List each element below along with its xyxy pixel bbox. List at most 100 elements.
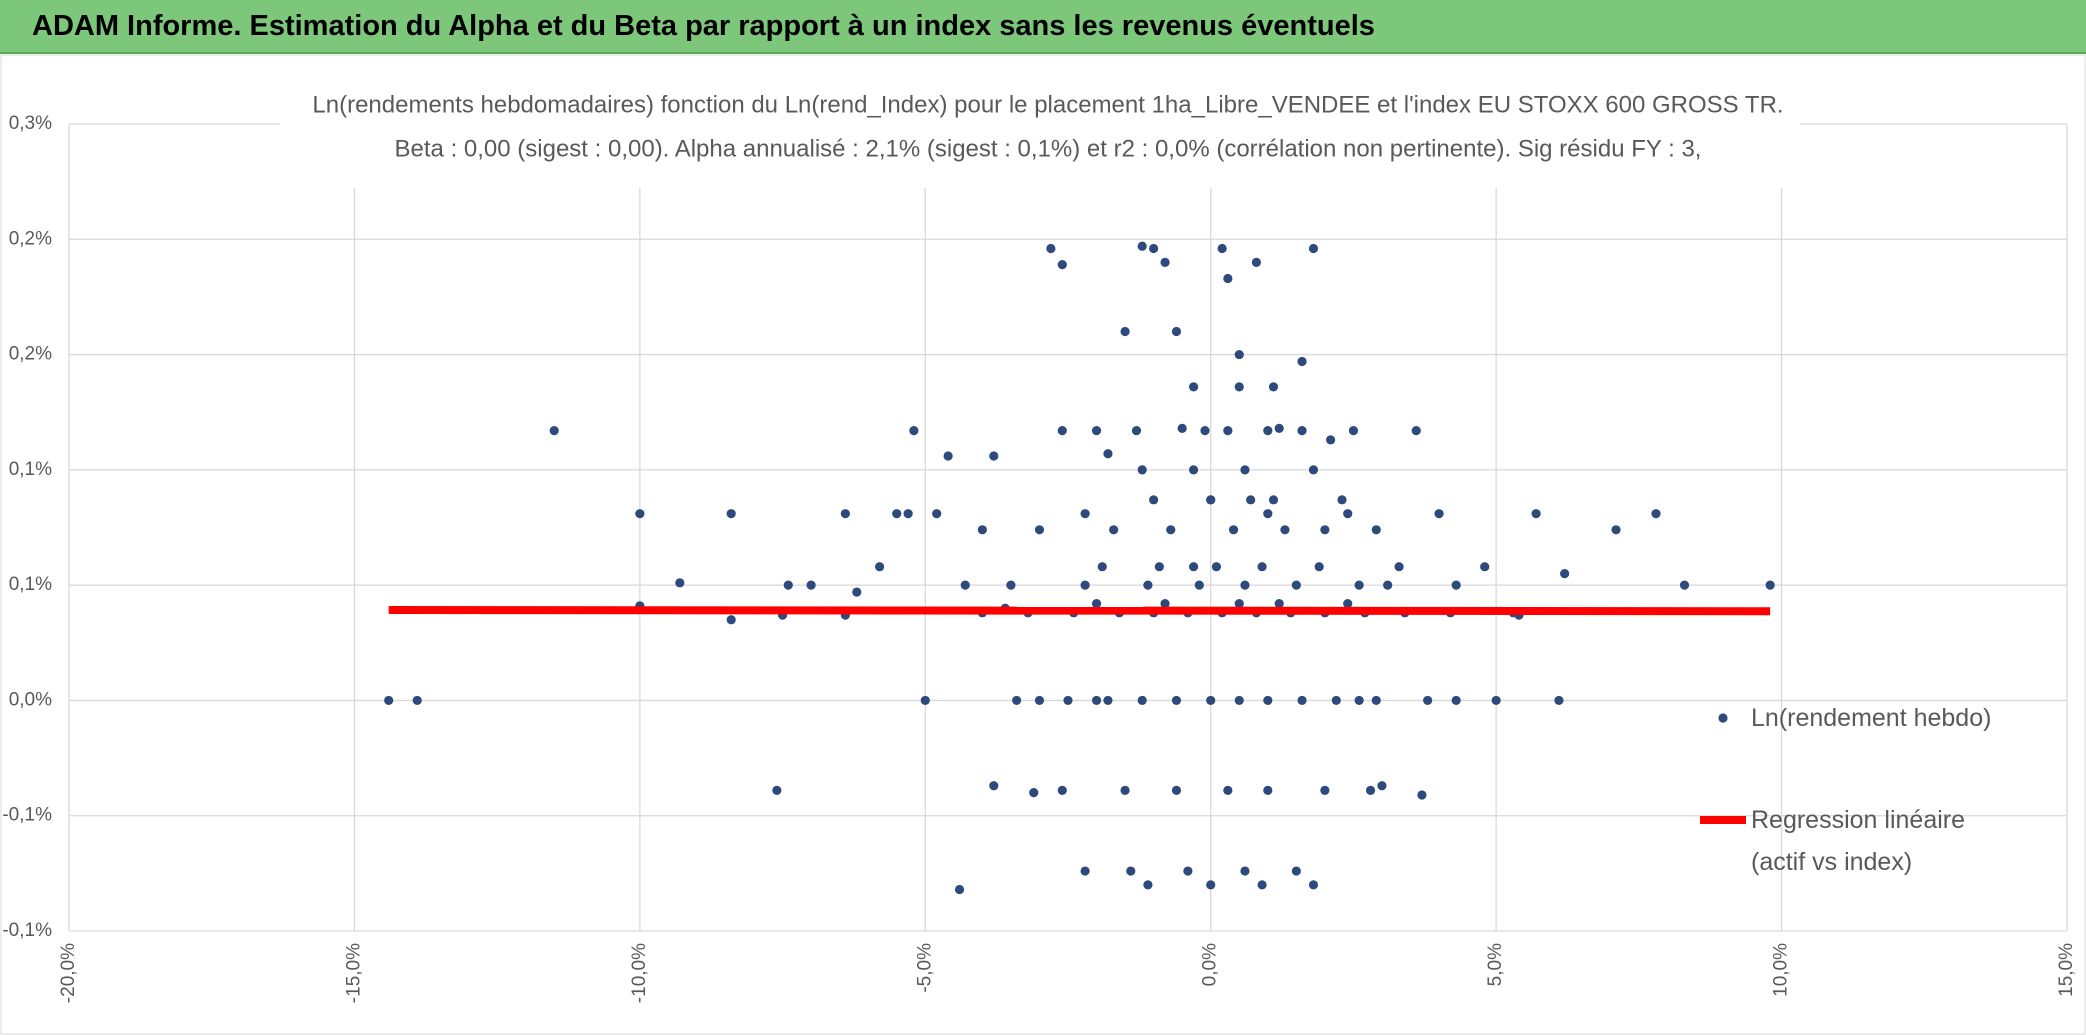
data-point bbox=[1188, 562, 1199, 572]
data-point bbox=[1234, 598, 1244, 609]
data-point bbox=[1480, 562, 1490, 572]
data-point bbox=[1149, 495, 1159, 505]
data-point bbox=[1177, 423, 1187, 433]
y-tick-label: 0,1% bbox=[9, 574, 52, 595]
data-point bbox=[903, 509, 913, 519]
data-point bbox=[1080, 580, 1090, 590]
data-point bbox=[1194, 580, 1204, 590]
data-point bbox=[954, 884, 965, 895]
legend-label: Regression linéaire (actif vs index) bbox=[1751, 806, 1966, 876]
data-point bbox=[1029, 788, 1039, 798]
data-point bbox=[1188, 382, 1199, 392]
data-point bbox=[1560, 569, 1570, 579]
data-point bbox=[1291, 866, 1301, 876]
x-tick-label: 5,0% bbox=[1485, 943, 1506, 986]
data-point bbox=[1240, 465, 1250, 475]
legend-marker bbox=[1718, 713, 1728, 723]
data-point bbox=[1348, 426, 1359, 436]
data-point bbox=[384, 695, 394, 706]
data-point bbox=[932, 509, 942, 519]
data-point bbox=[1434, 509, 1444, 519]
data-point bbox=[1240, 580, 1250, 590]
data-point bbox=[1343, 509, 1353, 519]
data-point bbox=[783, 580, 793, 590]
data-point bbox=[892, 509, 902, 519]
data-point bbox=[726, 615, 736, 625]
data-point bbox=[977, 525, 987, 535]
regression-line bbox=[388, 606, 1771, 616]
data-point bbox=[1331, 695, 1341, 706]
data-point bbox=[1257, 562, 1267, 572]
data-point bbox=[840, 509, 850, 519]
data-point bbox=[1651, 509, 1661, 519]
y-tick-label: -0,1% bbox=[2, 805, 52, 826]
data-point bbox=[1257, 880, 1267, 890]
data-point bbox=[412, 695, 422, 706]
data-point bbox=[1228, 525, 1239, 535]
data-point bbox=[1080, 509, 1090, 519]
data-point bbox=[1274, 598, 1284, 609]
data-point bbox=[1263, 785, 1273, 795]
data-point bbox=[1103, 449, 1113, 459]
x-tick-label: 10,0% bbox=[1771, 943, 1792, 997]
y-tick-label: 0,0% bbox=[9, 689, 52, 710]
data-point bbox=[1171, 695, 1182, 706]
data-point bbox=[1171, 326, 1182, 337]
data-point bbox=[1120, 785, 1130, 795]
data-point bbox=[1080, 866, 1090, 876]
data-point bbox=[1354, 580, 1364, 590]
data-point bbox=[1274, 423, 1284, 433]
data-point bbox=[1183, 866, 1193, 876]
data-point bbox=[1091, 598, 1102, 609]
data-point bbox=[852, 587, 862, 597]
legend-label: Ln(rendement hebdo) bbox=[1751, 704, 1992, 732]
data-point bbox=[1268, 382, 1279, 392]
y-tick-label: 0,1% bbox=[9, 459, 52, 480]
x-tick-label: 15,0% bbox=[2056, 943, 2077, 997]
data-point bbox=[1188, 465, 1199, 475]
data-point bbox=[1109, 525, 1119, 535]
data-point bbox=[1171, 785, 1182, 795]
data-point bbox=[1034, 525, 1045, 535]
y-tick-label: 0,3% bbox=[9, 113, 52, 134]
data-point bbox=[1417, 790, 1427, 800]
data-point bbox=[1160, 257, 1170, 267]
header: ADAM Informe. Estimation du Alpha et du … bbox=[0, 0, 2086, 54]
data-point bbox=[1268, 495, 1279, 505]
data-point bbox=[726, 509, 736, 519]
x-tick-label: 0,0% bbox=[1200, 943, 1221, 986]
x-tick-label: -5,0% bbox=[914, 943, 935, 993]
data-point bbox=[1131, 426, 1142, 436]
data-point bbox=[1206, 880, 1216, 890]
data-point bbox=[549, 426, 559, 436]
data-point bbox=[1611, 525, 1621, 535]
title-backdrop bbox=[280, 84, 1800, 188]
data-point bbox=[1354, 695, 1364, 706]
data-point bbox=[1234, 695, 1244, 706]
data-point bbox=[943, 451, 953, 461]
data-point bbox=[1325, 435, 1336, 445]
data-point bbox=[1383, 580, 1393, 590]
data-point bbox=[1491, 695, 1501, 706]
data-point bbox=[1451, 695, 1461, 706]
data-point bbox=[989, 451, 999, 461]
data-point bbox=[1160, 598, 1170, 609]
data-point bbox=[1308, 243, 1319, 254]
data-point bbox=[1394, 562, 1404, 572]
data-point bbox=[960, 580, 970, 590]
chart-frame bbox=[0, 54, 2086, 1035]
data-point bbox=[1046, 243, 1056, 254]
data-point bbox=[1126, 866, 1136, 876]
data-point bbox=[1554, 695, 1564, 706]
data-point bbox=[1091, 695, 1102, 706]
data-point bbox=[1251, 257, 1261, 267]
data-point bbox=[1291, 580, 1301, 590]
data-point bbox=[1263, 426, 1273, 436]
data-point bbox=[1371, 525, 1381, 535]
data-point bbox=[1137, 241, 1147, 251]
y-tick-label: 0,2% bbox=[9, 228, 52, 249]
data-point bbox=[1263, 509, 1273, 519]
data-point bbox=[1206, 495, 1216, 505]
data-point bbox=[1765, 580, 1775, 590]
